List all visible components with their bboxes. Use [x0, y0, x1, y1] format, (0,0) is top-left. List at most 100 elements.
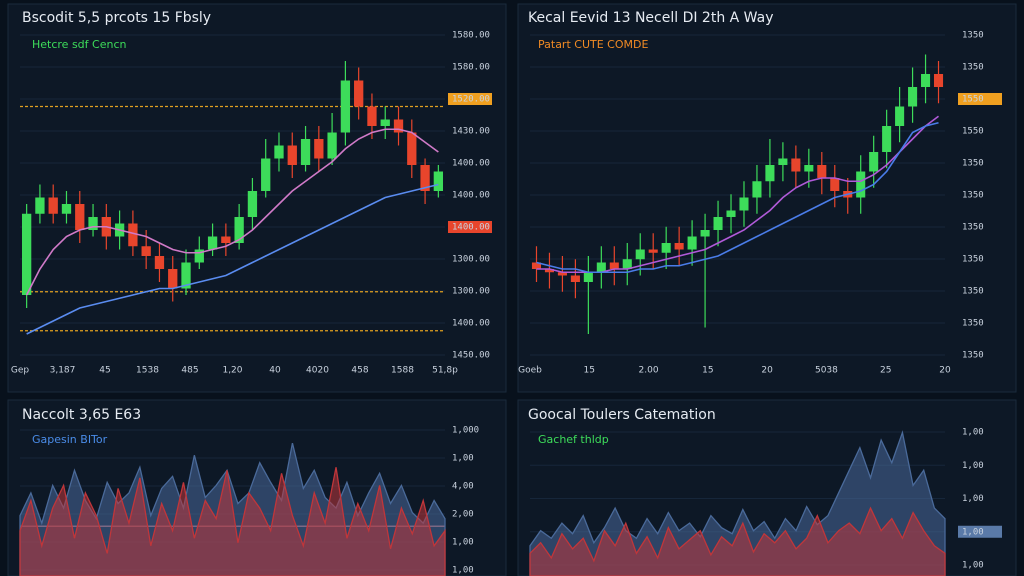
- candle-body: [154, 256, 165, 269]
- candle-body: [804, 165, 814, 172]
- candle-body: [433, 171, 444, 191]
- candle-body: [48, 197, 58, 214]
- x-axis-label: 51,8p: [432, 366, 458, 376]
- x-axis-label: 1538: [136, 366, 159, 376]
- y-axis-label: 1450.00: [452, 351, 490, 361]
- candle-body: [661, 243, 671, 253]
- candle-body: [752, 181, 762, 198]
- y-axis-label: 1300.00: [452, 255, 490, 265]
- candle-body: [882, 126, 892, 152]
- x-axis-label: 485: [181, 366, 198, 376]
- y-axis-label: 1350: [962, 31, 984, 41]
- y-axis-label: 4,00: [452, 482, 474, 492]
- candle-body: [908, 87, 918, 107]
- candle-body: [830, 178, 840, 191]
- candle-body: [21, 213, 32, 295]
- candle-body: [314, 139, 324, 159]
- legend-label: Patart CUTE COMDE: [538, 38, 648, 51]
- x-axis-label: 1588: [391, 366, 414, 376]
- candle-body: [367, 106, 377, 126]
- y-axis-label: 1,00: [962, 561, 984, 571]
- candle-body: [817, 165, 827, 178]
- candle-body: [674, 243, 684, 250]
- candle-body: [921, 74, 931, 87]
- x-axis-label: 458: [351, 366, 368, 376]
- panel-title: Goocal Toulers Catemation: [528, 407, 716, 423]
- y-axis-label: 1,000: [452, 426, 479, 436]
- area-series: [19, 467, 446, 576]
- moving-average: [536, 121, 939, 274]
- candle-body: [765, 165, 775, 182]
- legend-label: Gachef thldp: [538, 433, 609, 446]
- x-axis-label: 4020: [306, 366, 329, 376]
- moving-average: [25, 128, 439, 296]
- y-axis-label: 1350: [962, 159, 984, 169]
- y-axis-label: 1550: [962, 127, 984, 137]
- y-axis-label: 1400.00: [452, 319, 490, 329]
- candle-body: [88, 217, 98, 230]
- y-axis-label: 1580.00: [452, 63, 490, 73]
- candle-body: [648, 249, 658, 253]
- x-axis-label: 25: [880, 366, 891, 376]
- candle-body: [726, 210, 736, 217]
- candle-body: [791, 158, 801, 172]
- candle-body: [327, 132, 337, 159]
- x-axis-label: 20: [939, 366, 951, 376]
- candle-body: [420, 165, 430, 191]
- x-axis-label: 15: [702, 366, 713, 376]
- price-highlight: [448, 221, 492, 233]
- candle-body: [221, 236, 231, 243]
- x-axis-label: 20: [761, 366, 773, 376]
- y-axis-label: 1520.00: [452, 95, 490, 105]
- candle-body: [234, 217, 244, 243]
- y-axis-label: 1400.00: [452, 223, 490, 233]
- y-axis-label: 1350: [962, 351, 984, 361]
- y-axis-label: 1350: [962, 287, 984, 297]
- candle-body: [168, 269, 178, 289]
- candle-body: [687, 236, 697, 250]
- price-highlight: [958, 93, 1002, 105]
- y-axis-label: 1550: [962, 95, 984, 105]
- y-axis-label: 1350: [962, 255, 984, 265]
- y-axis-label: 1,00: [452, 566, 474, 576]
- area-series: [529, 506, 946, 576]
- candle-body: [300, 139, 311, 165]
- candle-body: [622, 259, 632, 269]
- y-axis-label: 1300.00: [452, 287, 490, 297]
- candle-body: [407, 132, 417, 165]
- candle-body: [856, 171, 866, 198]
- candle-body: [570, 275, 580, 282]
- price-highlight: [958, 525, 1002, 538]
- candle-body: [340, 80, 351, 133]
- candle-body: [544, 269, 554, 273]
- candle-body: [380, 119, 390, 126]
- price-highlight: [448, 93, 492, 105]
- y-axis-label: 1430.00: [452, 127, 490, 137]
- x-axis-label: Goeb: [518, 366, 542, 376]
- x-axis-label: 5038: [815, 366, 838, 376]
- candle-body: [933, 74, 944, 87]
- candle-body: [287, 145, 297, 165]
- candle-body: [35, 197, 45, 214]
- x-axis-label: 40: [269, 366, 281, 376]
- candle-body: [261, 158, 271, 191]
- panel-frame: [517, 3, 1017, 393]
- candle-body: [635, 249, 645, 260]
- x-axis-label: Gep: [11, 366, 30, 376]
- y-axis-label: 1350: [962, 319, 984, 329]
- candle-body: [128, 223, 138, 247]
- candle-body: [895, 106, 905, 126]
- candle-body: [61, 204, 72, 214]
- moving-average: [26, 183, 439, 335]
- candle-body: [141, 246, 151, 256]
- y-axis-label: 1,00: [452, 538, 474, 548]
- y-axis-label: 1350: [962, 191, 984, 201]
- panel-title: Kecal Eevid 13 Necell DI 2th A Way: [528, 10, 774, 26]
- y-axis-label: 1,00: [962, 428, 984, 438]
- y-axis-label: 1400.00: [452, 159, 490, 169]
- y-axis-label: 1,00: [452, 454, 474, 464]
- legend-label: Hetcre sdf Cencn: [32, 38, 126, 51]
- x-axis-label: 1,20: [222, 366, 242, 376]
- candle-body: [354, 80, 364, 107]
